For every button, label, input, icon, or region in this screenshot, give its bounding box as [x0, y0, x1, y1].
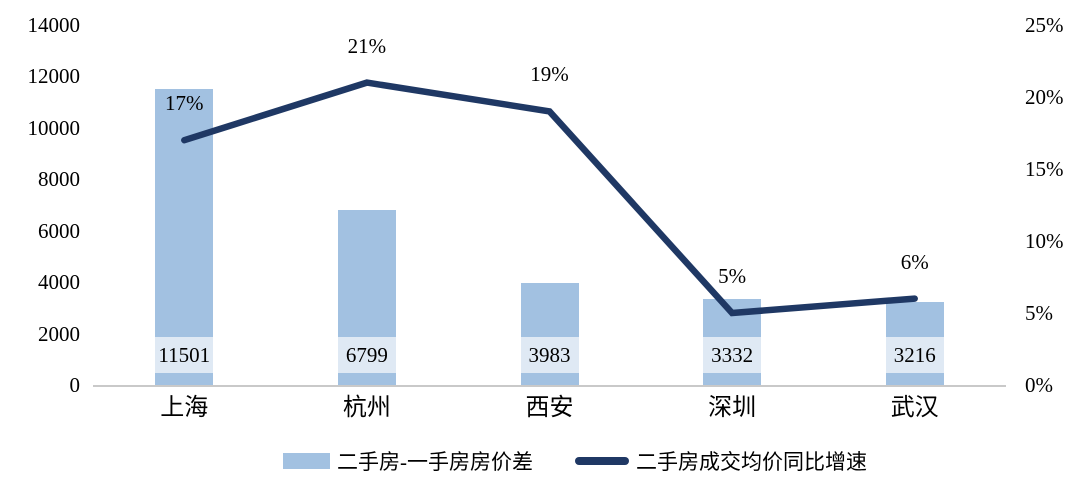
- bar-value-label: 3216: [893, 342, 936, 367]
- x-axis-category-label: 上海: [160, 395, 209, 421]
- line-point-label: 17%: [165, 91, 204, 116]
- bar: 6799: [337, 210, 396, 385]
- bar: 3216: [885, 302, 944, 385]
- x-axis-category-label: 杭州: [342, 395, 391, 421]
- line-point-label: 19%: [530, 62, 569, 87]
- bar: 11501: [155, 89, 214, 385]
- legend-label-line-series: 二手房成交均价同比增速: [636, 450, 867, 474]
- bar-series-swatch-icon: [283, 453, 330, 469]
- y-axis-left-tick-label: 6000: [38, 218, 80, 243]
- legend: 二手房-一手房房价差 二手房成交均价同比增速: [0, 444, 1080, 478]
- bar-label-band: [703, 336, 762, 373]
- line-point-label: 6%: [900, 249, 929, 274]
- line-point-label: 21%: [347, 33, 387, 58]
- bar-value-label: 3983: [528, 342, 571, 367]
- legend-item-line-series: 二手房成交均价同比增速: [575, 446, 867, 476]
- legend-label-bar-series: 二手房-一手房房价差: [337, 450, 533, 474]
- x-axis-category-label: 武汉: [890, 395, 939, 421]
- y-axis-right-tick-label: 10%: [1025, 229, 1064, 253]
- y-axis-right-tick-label: 15%: [1025, 157, 1064, 181]
- y-axis-left-tick-label: 8000: [38, 167, 80, 192]
- bar-label-band: [885, 336, 944, 373]
- bar-label-band: [337, 336, 396, 373]
- y-axis-right-tick-label: 0%: [1025, 373, 1053, 397]
- bar-value-label: 3332: [711, 342, 754, 367]
- x-axis-line: [93, 385, 1006, 387]
- y-axis-left-tick-label: 12000: [27, 64, 81, 89]
- y-axis-left-tick-label: 0: [69, 373, 81, 397]
- y-axis-left-tick-label: 10000: [27, 115, 81, 140]
- y-axis-right-tick-label: 5%: [1025, 301, 1053, 325]
- bar-value-label: 6799: [345, 342, 388, 367]
- bar-value-label: 11501: [158, 342, 211, 367]
- line-series-path: [181, 79, 918, 317]
- x-axis-category-label: 深圳: [708, 395, 757, 421]
- x-axis-category-label: 西安: [525, 395, 574, 421]
- y-axis-left-tick-label: 2000: [38, 321, 80, 346]
- line-point-label: 5%: [718, 264, 747, 288]
- y-axis-right-tick-label: 25%: [1025, 13, 1064, 37]
- legend-item-bar-series: 二手房-一手房房价差: [283, 446, 533, 476]
- line-series-swatch-icon: [575, 457, 629, 465]
- bar-label-band: [520, 336, 579, 373]
- bar: 3983: [520, 282, 579, 385]
- y-axis-left-tick-label: 14000: [27, 13, 81, 37]
- bar-label-band: [155, 336, 214, 373]
- y-axis-left-tick-label: 4000: [38, 270, 80, 295]
- y-axis-right-tick-label: 20%: [1025, 85, 1064, 109]
- bar: 3332: [703, 299, 762, 385]
